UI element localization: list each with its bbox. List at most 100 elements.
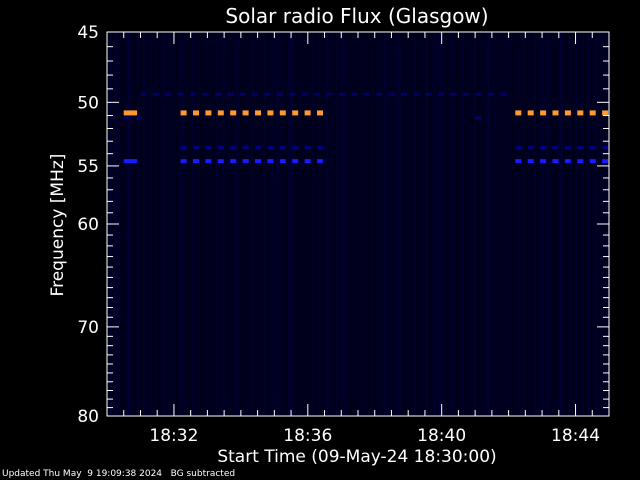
band-dash: [602, 146, 609, 149]
band-segment: [123, 110, 138, 116]
noise-streak: [498, 33, 499, 415]
noise-streak: [179, 33, 181, 415]
noise-streak: [233, 33, 235, 415]
noise-streak: [540, 33, 541, 415]
noise-streak: [479, 33, 482, 415]
emission-bands: [123, 92, 609, 164]
noise-streak: [312, 33, 314, 415]
noise-streak: [457, 33, 458, 415]
noise-streak: [467, 33, 470, 415]
x-axis-label: Start Time (09-May-24 18:30:00): [217, 447, 496, 467]
band-dash: [363, 92, 370, 96]
noise-streak: [395, 33, 397, 415]
band-dash: [279, 110, 286, 116]
band-dash: [177, 92, 184, 96]
band-dash: [255, 159, 261, 164]
noise-streak: [299, 33, 301, 415]
band-dash: [230, 159, 237, 164]
noise-streak: [444, 33, 445, 415]
noise-streak: [216, 33, 217, 415]
band-dash: [376, 92, 383, 96]
noise-streak: [594, 33, 595, 415]
noise-streak: [336, 33, 337, 415]
noise-streak: [326, 33, 328, 415]
band-dash: [193, 146, 199, 149]
noise-streak: [542, 33, 544, 415]
band-dash: [314, 92, 321, 96]
noise-streak: [251, 33, 254, 415]
band-dash: [500, 92, 507, 96]
noise-streak: [533, 33, 536, 415]
band-dash: [304, 146, 311, 149]
band-dash: [304, 159, 311, 164]
band-dash: [205, 110, 212, 116]
noise-streak: [137, 33, 139, 415]
band-dash: [515, 146, 522, 149]
noise-streak: [290, 33, 293, 415]
band-dash: [527, 159, 534, 164]
band-dash: [230, 110, 237, 116]
x-tick-label: 18:36: [283, 426, 332, 446]
noise-streak: [486, 33, 487, 415]
noise-streak: [341, 33, 343, 415]
noise-streak: [309, 33, 310, 415]
noise-streak: [515, 33, 517, 415]
noise-streak: [511, 33, 512, 415]
band-dash: [205, 146, 212, 149]
band-dash: [292, 159, 299, 164]
band-dash: [577, 146, 584, 149]
noise-streak: [295, 33, 296, 415]
plot-background: [107, 32, 609, 416]
band-dash: [217, 159, 224, 164]
band-dash: [165, 92, 172, 96]
noise-streak: [425, 33, 428, 415]
band-dash: [540, 146, 547, 149]
band-dash: [255, 146, 261, 149]
band-dash: [602, 159, 609, 164]
band-dash: [527, 146, 534, 149]
band-dash: [317, 146, 323, 149]
noise-streak: [287, 33, 289, 415]
noise-streak: [371, 33, 374, 415]
band-dash: [589, 110, 596, 116]
noise-streak: [276, 33, 279, 415]
band-dash: [564, 159, 571, 164]
band-dash: [205, 159, 212, 164]
chart-title: Solar radio Flux (Glasgow): [225, 4, 488, 28]
noise-streak: [222, 33, 225, 415]
band-dash: [540, 110, 547, 116]
band-dash: [326, 92, 333, 96]
band-dash: [136, 116, 143, 120]
y-axis-label: Frequency [MHz]: [48, 154, 68, 297]
x-tick-label: 18:44: [551, 426, 600, 446]
noise-streak: [349, 33, 350, 415]
noise-streak: [258, 33, 260, 415]
noise-streak: [155, 33, 158, 415]
band-dash: [552, 110, 559, 116]
band-dash: [140, 92, 147, 96]
band-dash: [267, 146, 274, 149]
noise-streak: [432, 33, 433, 415]
noise-streak: [557, 33, 559, 415]
band-dash: [202, 92, 209, 96]
y-tick-label: 80: [77, 407, 99, 427]
noise-streak: [128, 33, 131, 415]
band-dash: [338, 92, 345, 96]
noise-streak: [420, 33, 422, 415]
band-dash: [252, 92, 259, 96]
noise-streak: [575, 33, 578, 415]
noise-streak: [168, 33, 171, 415]
noise-streak: [492, 33, 495, 415]
noise-streak: [565, 33, 566, 415]
noise-streak: [255, 33, 256, 415]
noise-streak: [330, 33, 333, 415]
noise-streak: [413, 33, 416, 415]
noise-streak: [417, 33, 418, 415]
noise-streak: [133, 33, 134, 415]
band-dash: [462, 92, 469, 96]
band-dash: [242, 159, 249, 164]
y-tick-label: 55: [77, 157, 99, 177]
noise-streak: [560, 33, 563, 415]
y-tick-label: 45: [77, 23, 99, 43]
